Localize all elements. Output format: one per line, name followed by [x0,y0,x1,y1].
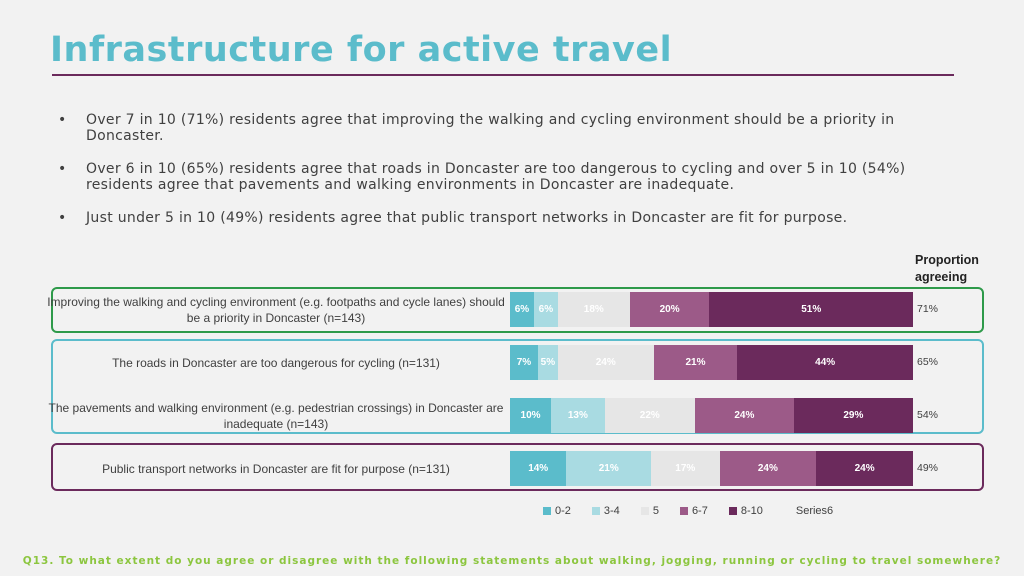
bullet-list: • Over 7 in 10 (71%) residents agree tha… [58,112,918,243]
row-label-3: The pavements and walking environment (e… [48,400,504,431]
bullet-item-2: • Over 6 in 10 (65%) residents agree tha… [58,161,918,193]
chart-legend: 0-2 3-4 5 6-7 8-10 Series6 [543,505,854,517]
bar-segment-0-2: 7% [510,345,538,380]
legend-item: 3-4 [591,505,620,517]
legend-swatch [591,507,600,515]
highlight-frame-purple [51,443,984,491]
highlight-frame-teal [51,339,984,434]
legend-swatch [679,507,688,515]
row-label-1: Improving the walking and cycling enviro… [47,294,505,325]
title-underline [52,74,954,76]
bar-segment-6-7: 24% [695,398,794,433]
bar-segment-8-10: 51% [709,292,913,327]
bullet-dot-icon: • [58,161,67,177]
bar-segment-0-2: 14% [510,451,567,486]
bar-row-1: 6% 6% 18% 20% 51% [510,292,913,327]
legend-item: 5 [640,505,659,517]
question-footnote: Q13. To what extent do you agree or disa… [22,555,1002,567]
bullet-text-1: Over 7 in 10 (71%) residents agree that … [86,112,895,144]
bar-segment-5: 22% [604,398,696,433]
bar-segment-5: 17% [651,451,720,486]
legend-swatch [783,507,792,515]
row-label-4: Public transport networks in Doncaster a… [102,461,450,476]
highlight-frame-green [51,287,984,333]
legend-label: 5 [652,505,659,517]
bar-segment-8-10: 29% [793,398,913,433]
proportion-agreeing-value: 71% [917,303,939,315]
legend-label: 8-10 [740,505,763,517]
bar-segment-0-2: 10% [510,398,552,433]
slide-title: Infrastructure for active travel [50,30,673,70]
legend-label: 6-7 [691,505,708,517]
legend-swatch [543,507,551,515]
bullet-dot-icon: • [58,112,67,128]
legend-item: 6-7 [679,505,708,517]
proportion-agreeing-header: Proportion agreeing [915,253,979,284]
bar-segment-8-10: 44% [737,345,913,380]
legend-item: 8-10 [728,505,763,517]
proportion-agreeing-value: 54% [917,409,939,421]
legend-item: Series6 [783,505,834,517]
bar-segment-3-4: 21% [566,451,652,486]
bullet-item-3: • Just under 5 in 10 (49%) residents agr… [58,210,918,226]
bar-segment-3-4: 6% [533,292,558,327]
bar-segment-3-4: 13% [551,398,605,433]
bar-segment-6-7: 21% [653,345,738,380]
row-label-2: The roads in Doncaster are too dangerous… [112,355,440,370]
bar-segment-5: 18% [557,292,630,327]
bullet-text-2: Over 6 in 10 (65%) residents agree that … [86,161,906,193]
legend-swatch [728,507,737,515]
bar-segment-6-7: 20% [629,292,710,327]
bar-segment-6-7: 24% [719,451,817,486]
bar-segment-3-4: 5% [537,345,558,380]
bullet-text-3: Just under 5 in 10 (49%) residents agree… [86,210,848,226]
bar-row-4: 14% 21% 17% 24% 24% [510,451,913,486]
proportion-agreeing-value: 49% [917,462,939,474]
bar-row-3: 10% 13% 22% 24% 29% [510,398,913,433]
bar-segment-0-2: 6% [510,292,534,327]
legend-label: 3-4 [603,505,620,517]
legend-swatch [640,507,649,515]
bullet-item-1: • Over 7 in 10 (71%) residents agree tha… [58,112,918,144]
bullet-dot-icon: • [58,210,67,226]
legend-label: Series6 [795,505,834,517]
bar-row-2: 7% 5% 24% 21% 44% [510,345,913,380]
bar-segment-8-10: 24% [816,451,913,486]
proportion-agreeing-value: 65% [917,356,939,368]
legend-label: 0-2 [555,505,571,517]
bar-segment-5: 24% [557,345,654,380]
legend-item: 0-2 [543,505,571,517]
